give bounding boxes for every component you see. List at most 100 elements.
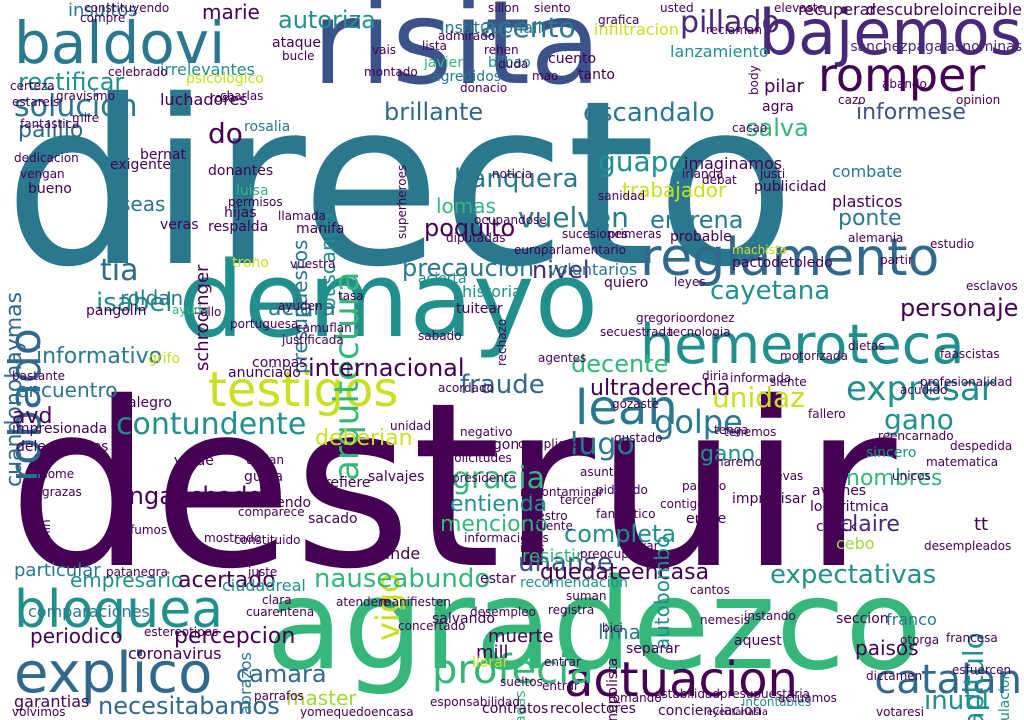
cloud-word: nocontaminar — [520, 485, 604, 499]
cloud-word: presidenta — [452, 471, 516, 485]
cloud-word: cantos — [690, 583, 730, 597]
cloud-word: agentes — [538, 351, 587, 365]
cloud-word: golpe — [654, 403, 743, 441]
cloud-word: grifo — [148, 351, 181, 367]
cloud-word: aquest — [734, 633, 782, 649]
cloud-word: lanzamiento — [670, 42, 769, 61]
cloud-word: constituyendo — [84, 1, 170, 15]
cloud-word: recolectores — [550, 701, 636, 717]
cloud-word: separar — [626, 641, 680, 657]
cloud-word: expresar — [846, 369, 995, 409]
cloud-word: encuentro — [16, 378, 118, 402]
cloud-word: trabajador — [622, 178, 727, 202]
cloud-word: baldovi — [14, 9, 226, 77]
cloud-word: estereotipos — [144, 625, 219, 639]
cloud-word: ayuden — [278, 299, 323, 313]
cloud-word: tercer — [560, 493, 596, 507]
cloud-word: gravisimo — [56, 89, 115, 103]
cloud-word: fumos — [130, 523, 168, 537]
cloud-word: camin — [39, 519, 53, 556]
cloud-word: fantastica — [20, 117, 80, 131]
cloud-word: body — [747, 65, 761, 95]
cloud-word: gusta — [244, 469, 284, 485]
cloud-word: debat — [702, 173, 737, 187]
cloud-word: reclaman — [706, 23, 762, 37]
cloud-word: poquito — [424, 214, 516, 242]
cloud-word: bilbao — [488, 55, 531, 71]
cloud-word: ello — [200, 305, 222, 319]
cloud-word: expectativas — [770, 560, 937, 590]
cloud-word: manifiesten — [380, 595, 451, 609]
cloud-word: informada — [730, 371, 792, 385]
cloud-word: fraude — [460, 370, 545, 400]
cloud-word: duda — [498, 57, 529, 71]
cloud-word: impresionada — [12, 421, 108, 437]
cloud-word: votaresi — [876, 705, 925, 719]
cloud-word: usted — [660, 1, 694, 15]
cloud-word: javier — [424, 55, 464, 71]
cloud-word: comparece — [238, 505, 305, 519]
cloud-word: nemesis — [700, 613, 750, 627]
cloud-word: concertado — [398, 619, 466, 633]
cloud-word: quiero — [604, 275, 649, 291]
cloud-word: prefiere — [316, 475, 371, 491]
cloud-word: primeras — [608, 227, 662, 241]
cloud-word: ataque — [272, 35, 322, 51]
cloud-word: brillante — [384, 98, 484, 126]
cloud-word: roldan — [120, 286, 184, 310]
cloud-word: agradezco — [266, 551, 923, 698]
cloud-word: respalda — [208, 219, 269, 235]
cloud-word: asunto — [580, 465, 621, 479]
cloud-word: destruir — [8, 353, 897, 619]
cloud-word: preocupeis — [580, 547, 646, 561]
cloud-word: trono — [232, 255, 269, 271]
cloud-word: gracia — [452, 461, 545, 496]
cloud-word: lima — [598, 620, 641, 644]
cloud-word: improvisar — [732, 491, 807, 507]
cloud-word: mire — [72, 111, 100, 125]
cloud-word: solicitudes — [448, 451, 512, 465]
cloud-word: admirado — [438, 29, 496, 43]
cloud-word: estabilidadpresupuestaria — [654, 687, 810, 701]
cloud-word: tenemos — [724, 425, 777, 439]
cloud-word: bici — [602, 621, 623, 635]
cloud-word: combate — [832, 162, 903, 181]
cloud-word: lean — [575, 380, 678, 436]
cloud-word: lugo — [570, 427, 635, 462]
cloud-word: compas — [252, 355, 307, 371]
cloud-word: mill — [476, 642, 509, 663]
cloud-word: explico — [14, 641, 213, 706]
cloud-word: bastante — [12, 369, 65, 383]
cloud-word: elevaste — [774, 1, 825, 15]
cloud-word: isabel — [96, 288, 173, 318]
cloud-word: esponsabilidad — [430, 695, 521, 709]
cloud-word: vuelven — [518, 201, 629, 234]
cloud-word: desempleados — [924, 539, 1012, 553]
cloud-word: psicologico — [186, 71, 264, 87]
cloud-word: actuacion — [564, 652, 798, 708]
cloud-word: acudido — [900, 383, 948, 397]
cloud-word: empresario — [70, 568, 184, 592]
cloud-word: justificada — [282, 333, 344, 347]
cloud-word: acertado — [178, 568, 276, 593]
cloud-word: pactodetoledo — [732, 255, 833, 271]
cloud-word: constituido — [234, 533, 301, 547]
cloud-word: descubreloincreible — [865, 0, 1022, 19]
cloud-word: gregorioordonez — [636, 311, 735, 325]
cloud-word: fantastico — [596, 507, 656, 521]
cloud-word: gustado — [614, 431, 663, 445]
cloud-word: sucesiones — [562, 227, 629, 241]
cloud-word: ayuda — [172, 303, 210, 317]
cloud-word: enganchado — [114, 482, 263, 510]
cloud-word: complicao — [518, 437, 580, 451]
cloud-word: cuarentena — [246, 605, 315, 619]
cloud-word: entrar — [544, 655, 581, 669]
cloud-word: imaginamos — [684, 154, 783, 173]
cloud-word: infiltracion — [594, 20, 679, 39]
cloud-word: aviones — [812, 483, 867, 499]
cloud-word: pillado — [680, 5, 780, 40]
cloud-word: acierta — [418, 271, 467, 287]
cloud-word: mostrado — [204, 531, 262, 545]
cloud-word: rechazo — [495, 319, 509, 367]
